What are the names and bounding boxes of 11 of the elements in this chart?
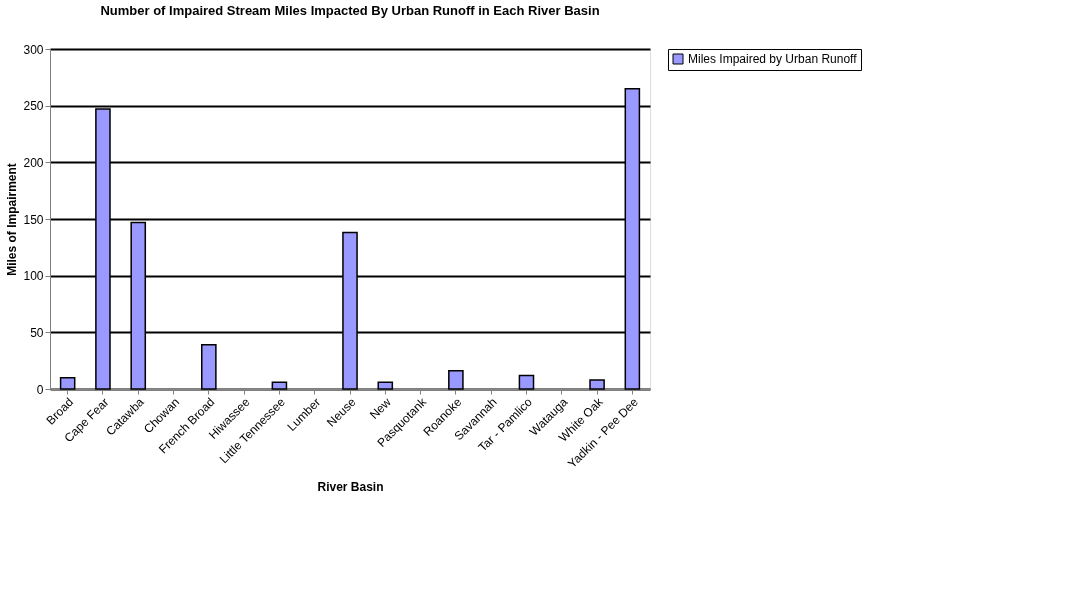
y-tick-label: 250 (23, 99, 44, 114)
y-tick-label: 150 (23, 212, 44, 227)
x-axis-title: River Basin (317, 480, 384, 495)
y-axis-title: Miles of Impairment (5, 163, 20, 276)
y-tick-label: 200 (23, 155, 44, 170)
y-tick-label: 0 (36, 382, 44, 397)
chart-title: Number of Impaired Stream Miles Impacted By Urban Runoff in Each River Basin (100, 3, 600, 18)
y-tick-label: 100 (23, 269, 44, 284)
legend-label: Miles Impaired by Urban Runoff (688, 52, 858, 66)
y-tick-label: 50 (30, 325, 44, 340)
y-tick-label: 300 (23, 42, 44, 57)
